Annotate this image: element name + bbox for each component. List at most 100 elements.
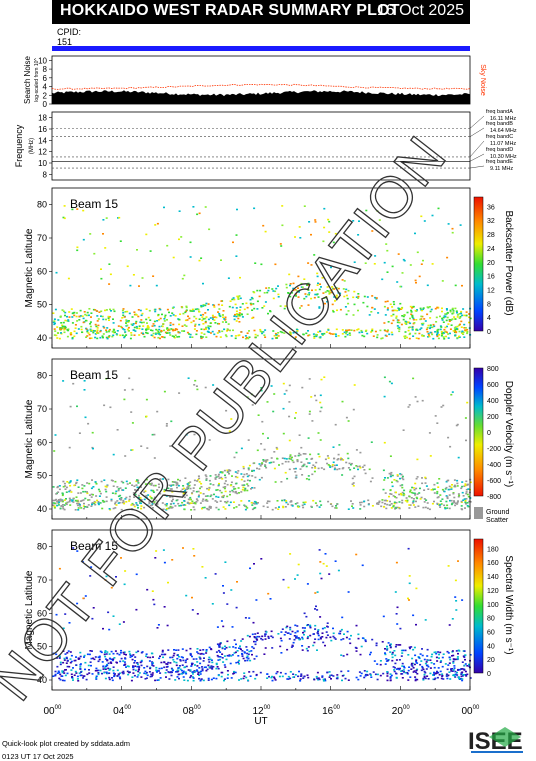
data-cell	[355, 465, 358, 467]
data-cell	[303, 278, 306, 280]
data-cell	[166, 319, 168, 321]
data-cell	[167, 478, 170, 481]
data-cell	[134, 669, 137, 672]
data-cell	[128, 500, 131, 502]
data-cell	[247, 467, 250, 469]
data-cell	[328, 231, 331, 233]
data-cell	[108, 669, 111, 671]
data-cell	[131, 658, 134, 661]
lat-tick-label: 70	[37, 404, 47, 414]
data-cell	[238, 295, 241, 297]
data-cell	[165, 669, 168, 671]
data-cell	[318, 678, 321, 681]
data-cell	[80, 328, 83, 331]
data-cell	[273, 393, 276, 395]
data-cell	[464, 501, 467, 504]
data-cell	[424, 506, 427, 509]
data-cell	[151, 664, 154, 666]
data-cell	[411, 329, 414, 331]
data-cell	[75, 656, 77, 658]
data-cell	[310, 233, 312, 236]
cpid-bar	[52, 46, 470, 51]
data-cell	[446, 650, 449, 653]
data-cell	[316, 677, 319, 680]
data-cell	[99, 330, 102, 333]
data-cell	[149, 675, 152, 678]
data-cell	[225, 321, 228, 323]
data-cell	[461, 491, 464, 494]
data-cell	[94, 309, 97, 311]
freq-band-leader	[469, 165, 485, 169]
data-cell	[341, 675, 344, 677]
data-cell	[136, 504, 139, 507]
data-cell	[152, 656, 154, 658]
data-cell	[213, 493, 215, 496]
data-cell	[243, 672, 246, 674]
data-cell	[248, 635, 251, 638]
data-cell	[89, 233, 92, 235]
data-cell	[56, 672, 59, 674]
data-cell	[302, 453, 305, 455]
data-cell	[64, 311, 67, 314]
data-cell	[155, 328, 158, 331]
data-cell	[321, 636, 324, 638]
data-cell	[276, 334, 279, 337]
data-cell	[421, 315, 424, 318]
data-cell	[52, 502, 55, 504]
data-cell	[445, 319, 448, 322]
data-cell	[226, 328, 229, 330]
data-cell	[263, 305, 266, 307]
data-cell	[160, 329, 163, 332]
data-cell	[281, 462, 284, 465]
data-cell	[266, 401, 269, 403]
data-cell	[270, 385, 273, 387]
data-cell	[371, 306, 374, 309]
data-cell	[111, 330, 114, 333]
data-cell	[137, 497, 140, 499]
data-cell	[216, 322, 219, 325]
data-cell	[396, 325, 399, 327]
data-cell	[350, 463, 352, 466]
data-cell	[160, 661, 163, 664]
data-cell	[300, 305, 303, 307]
lat-tick-label: 50	[37, 300, 47, 310]
data-cell	[198, 477, 201, 480]
data-cell	[198, 481, 201, 483]
data-cell	[84, 313, 87, 316]
data-cell	[64, 319, 67, 322]
data-cell	[403, 493, 406, 496]
data-cell	[423, 498, 426, 500]
data-cell	[213, 333, 216, 336]
data-cell	[63, 482, 66, 485]
data-cell	[453, 496, 456, 499]
data-cell	[179, 479, 181, 482]
data-cell	[176, 336, 179, 338]
data-cell	[61, 492, 64, 494]
data-cell	[408, 504, 411, 506]
data-cell	[448, 671, 451, 673]
data-cell	[120, 657, 123, 660]
data-cell	[447, 333, 450, 335]
data-cell	[319, 500, 322, 503]
data-cell	[86, 329, 89, 332]
data-cell	[83, 656, 85, 658]
data-cell	[71, 316, 74, 318]
data-cell	[78, 319, 81, 321]
data-cell	[97, 673, 100, 676]
data-cell	[164, 316, 166, 318]
data-cell	[404, 337, 407, 339]
data-cell	[392, 301, 395, 303]
data-cell	[92, 330, 95, 332]
data-cell	[307, 334, 310, 337]
data-cell	[399, 285, 402, 288]
data-cell	[437, 328, 440, 331]
lat-tick-label: 80	[37, 371, 47, 381]
data-cell	[363, 295, 366, 298]
data-cell	[128, 330, 130, 332]
data-cell	[231, 489, 234, 492]
data-cell	[289, 553, 292, 555]
data-cell	[419, 487, 421, 490]
footer-time: 0123 UT 17 Oct 2025	[2, 752, 74, 761]
data-cell	[308, 478, 311, 481]
data-cell	[109, 508, 112, 511]
